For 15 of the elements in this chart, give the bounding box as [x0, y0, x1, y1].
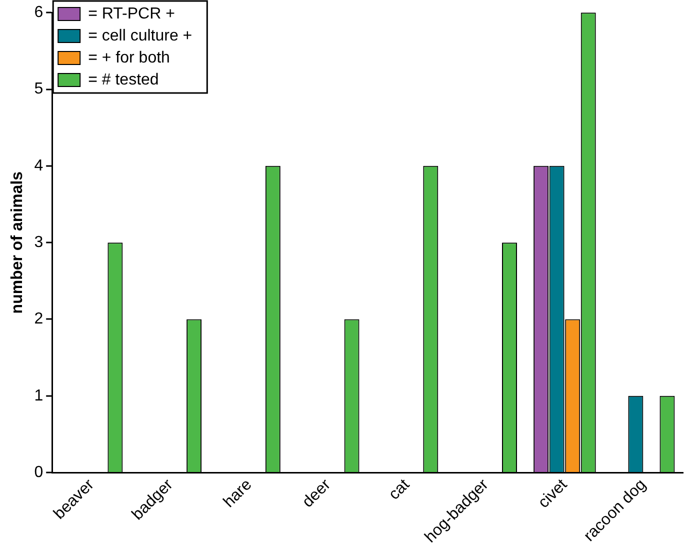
y-tick-label: 0: [34, 464, 44, 481]
y-tick-label: 5: [34, 80, 44, 98]
y-axis-title: number of animals: [9, 171, 26, 314]
legend-label: = cell culture +: [88, 27, 192, 44]
x-tick-label: cat: [386, 476, 414, 504]
legend-label: = RT-PCR +: [88, 5, 175, 22]
legend-label: = + for both: [88, 49, 170, 66]
y-tick-label: 4: [34, 157, 44, 174]
y-tick-label: 2: [34, 310, 44, 328]
y-tick-label: 1: [34, 387, 44, 404]
y-tick-label: 6: [34, 4, 44, 22]
x-tick-label: deer: [299, 476, 335, 511]
y-tick-label: 3: [34, 234, 44, 251]
legend-label: = # tested: [88, 71, 159, 88]
x-tick-label: hare: [220, 476, 256, 511]
